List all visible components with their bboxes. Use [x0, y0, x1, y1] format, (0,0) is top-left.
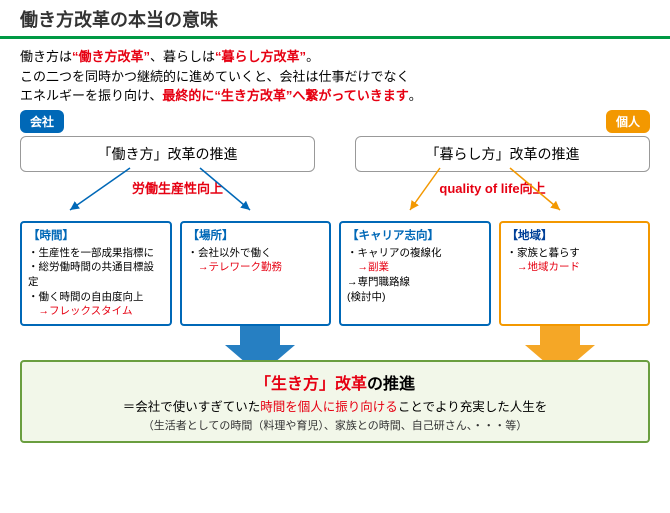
subbox-1: 【場所】・会社以外で働く →テレワーク勤務: [180, 221, 332, 327]
tag-personal: 個人: [606, 110, 650, 133]
subbox-0: 【時間】・生産性を一部成果指標に・総労働時間の共通目標設定・働く時間の自由度向上…: [20, 221, 172, 327]
tag-company: 会社: [20, 110, 64, 133]
diagram: 会社 個人 「働き方」改革の推進 「暮らし方」改革の推進 労働生産性向上 qua…: [0, 110, 670, 454]
sublabel-left: 労働生産性向上: [20, 178, 335, 197]
main-box-work: 「働き方」改革の推進: [20, 136, 315, 172]
sublabel-right: quality of life向上: [335, 178, 650, 197]
subbox-2: 【キャリア志向】・キャリアの複線化 →副業→専門職路線 (検討中): [339, 221, 491, 327]
bottom-box: 「生き方」改革の推進 ＝会社で使いすぎていた時間を個人に振り向けることでより充実…: [20, 360, 650, 443]
intro-text: 働き方は“働き方改革”、暮らしは“暮らし方改革”。 この二つを同時かつ継続的に進…: [0, 39, 670, 110]
page-title: 働き方改革の本当の意味: [20, 6, 650, 32]
main-box-life: 「暮らし方」改革の推進: [355, 136, 650, 172]
subbox-3: 【地域】・家族と暮らす →地域カード: [499, 221, 651, 327]
